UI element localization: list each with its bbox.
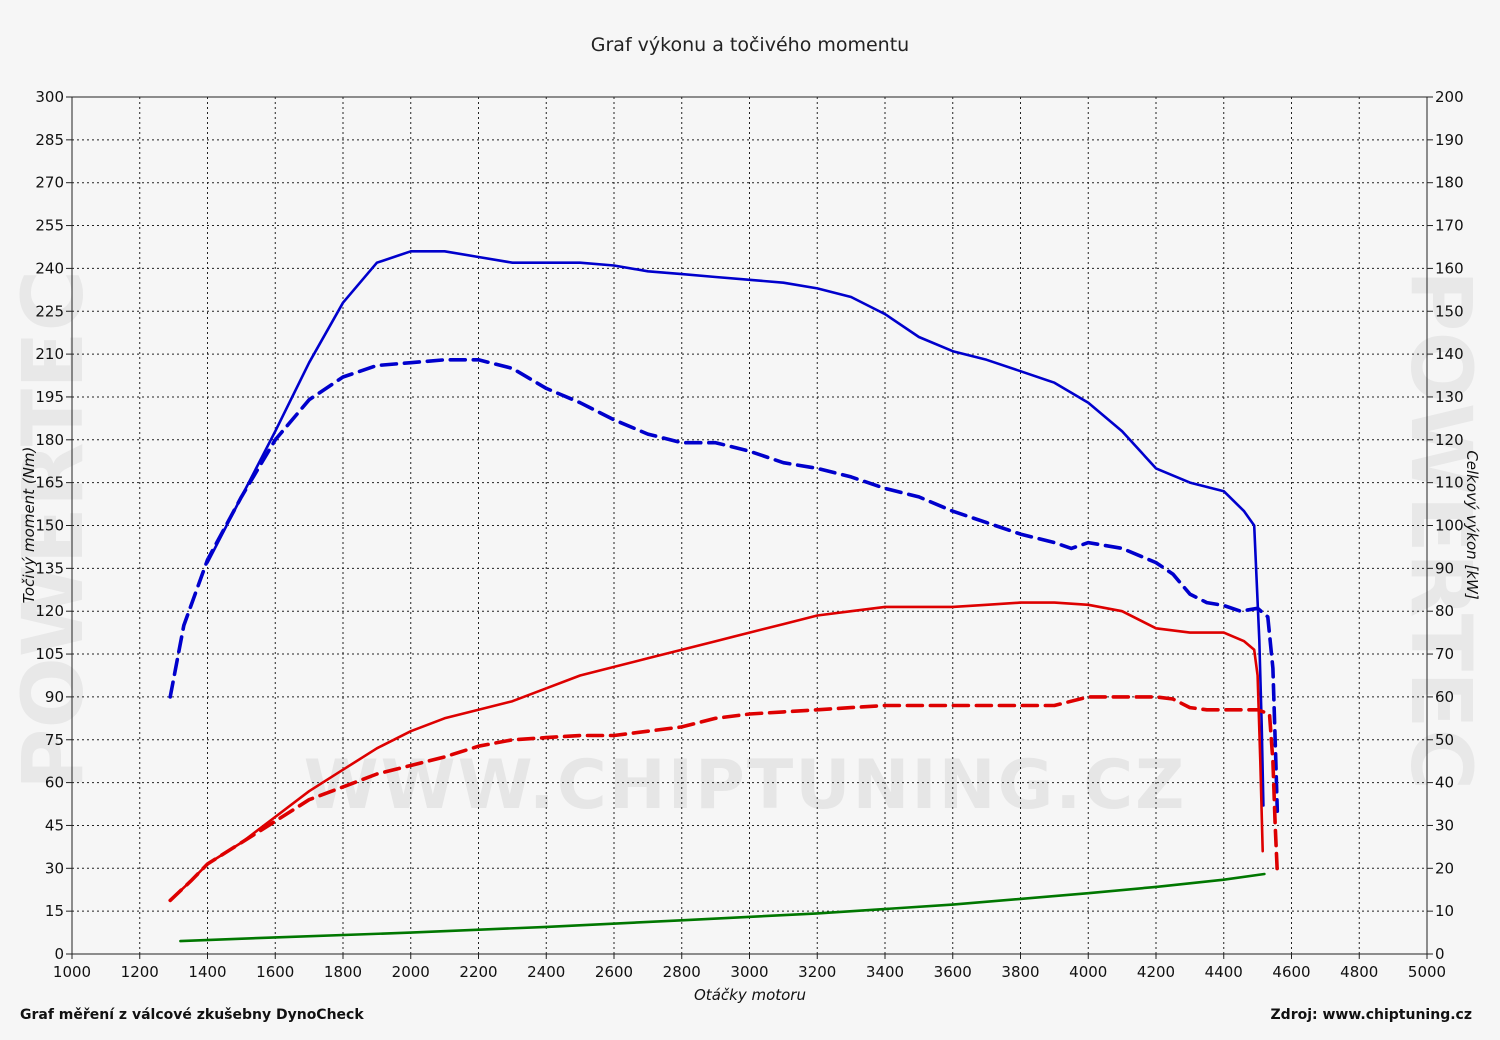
y-right-tick-label: 110 bbox=[1435, 474, 1464, 492]
y-right-tick-label: 160 bbox=[1435, 259, 1464, 277]
y-left-tick-label: 120 bbox=[35, 602, 64, 620]
y-right-tick-label: 190 bbox=[1435, 131, 1464, 149]
y-axis-left-label: Točivý moment (Nm) bbox=[20, 447, 38, 604]
y-left-tick-label: 90 bbox=[45, 688, 64, 706]
y-left-tick-label: 255 bbox=[35, 217, 64, 235]
y-left-tick-label: 60 bbox=[45, 774, 64, 792]
x-tick-label: 4600 bbox=[1272, 963, 1310, 981]
x-tick-label: 1600 bbox=[256, 963, 294, 981]
y-left-tick-label: 150 bbox=[35, 517, 64, 535]
x-axis-label: Otáčky motoru bbox=[694, 986, 806, 1004]
x-tick-label: 5000 bbox=[1408, 963, 1446, 981]
x-tick-label: 1200 bbox=[121, 963, 159, 981]
x-tick-label: 1800 bbox=[324, 963, 362, 981]
x-tick-label: 3000 bbox=[730, 963, 768, 981]
series-line-2 bbox=[168, 601, 1264, 902]
y-right-tick-label: 40 bbox=[1435, 774, 1454, 792]
axis-ticks: 1000 1200 1400 1600 1800 2000 2200 2400 2600 2800… bbox=[35, 88, 1463, 981]
y-right-tick-label: 20 bbox=[1435, 859, 1454, 877]
y-right-tick-label: 200 bbox=[1435, 88, 1464, 106]
y-right-tick-label: 10 bbox=[1435, 902, 1454, 920]
footer-website: Zdroj: www.chiptuning.cz bbox=[1271, 1007, 1472, 1023]
y-left-tick-label: 270 bbox=[35, 174, 64, 192]
x-tick-label: 2400 bbox=[527, 963, 565, 981]
series-line-1 bbox=[168, 357, 1280, 814]
x-tick-label: 3600 bbox=[934, 963, 972, 981]
y-left-tick-label: 75 bbox=[45, 731, 64, 749]
y-left-tick-label: 180 bbox=[35, 431, 64, 449]
x-tick-label: 2200 bbox=[459, 963, 497, 981]
y-left-tick-label: 45 bbox=[45, 816, 64, 834]
y-axis-right-label: Celkový výkon [kW] bbox=[1463, 450, 1481, 600]
series-line-4 bbox=[179, 872, 1266, 943]
y-left-tick-label: 210 bbox=[35, 345, 64, 363]
y-right-tick-label: 50 bbox=[1435, 731, 1454, 749]
x-tick-label: 4800 bbox=[1340, 963, 1378, 981]
y-right-tick-label: 30 bbox=[1435, 816, 1454, 834]
y-right-tick-label: 170 bbox=[1435, 217, 1464, 235]
x-tick-label: 1000 bbox=[53, 963, 91, 981]
watermark-center: WWW.CHIPTUNING.CZ bbox=[304, 746, 1187, 825]
y-left-tick-label: 30 bbox=[45, 859, 64, 877]
y-right-tick-label: 60 bbox=[1435, 688, 1454, 706]
y-left-tick-label: 195 bbox=[35, 388, 64, 406]
x-tick-label: 4200 bbox=[1137, 963, 1175, 981]
x-tick-label: 4400 bbox=[1205, 963, 1243, 981]
x-tick-label: 2800 bbox=[663, 963, 701, 981]
y-left-tick-label: 165 bbox=[35, 474, 64, 492]
y-left-tick-label: 300 bbox=[35, 88, 64, 106]
y-left-tick-label: 135 bbox=[35, 559, 64, 577]
chart-title: Graf výkonu a točivého momentu bbox=[591, 34, 909, 56]
watermark-side-left: POWERTEC bbox=[4, 270, 102, 790]
x-tick-label: 2000 bbox=[392, 963, 430, 981]
y-right-tick-label: 0 bbox=[1435, 945, 1445, 963]
x-tick-label: 4000 bbox=[1069, 963, 1107, 981]
y-left-tick-label: 285 bbox=[35, 131, 64, 149]
grid bbox=[72, 97, 1427, 954]
y-left-tick-label: 105 bbox=[35, 645, 64, 663]
y-right-tick-label: 100 bbox=[1435, 517, 1464, 535]
y-right-tick-label: 90 bbox=[1435, 559, 1454, 577]
series-line-0 bbox=[206, 250, 1265, 807]
x-tick-label: 3800 bbox=[1001, 963, 1039, 981]
y-left-tick-label: 0 bbox=[54, 945, 64, 963]
y-right-tick-label: 130 bbox=[1435, 388, 1464, 406]
x-tick-label: 2600 bbox=[595, 963, 633, 981]
y-right-tick-label: 70 bbox=[1435, 645, 1454, 663]
y-left-tick-label: 240 bbox=[35, 259, 64, 277]
y-right-tick-label: 180 bbox=[1435, 174, 1464, 192]
y-right-tick-label: 150 bbox=[1435, 302, 1464, 320]
footer-source-note: Graf měření z válcové zkušebny DynoCheck bbox=[20, 1007, 364, 1023]
x-tick-label: 3400 bbox=[866, 963, 904, 981]
y-left-tick-label: 15 bbox=[45, 902, 64, 920]
y-left-tick-label: 225 bbox=[35, 302, 64, 320]
series-layer bbox=[168, 250, 1280, 943]
x-tick-label: 1400 bbox=[188, 963, 226, 981]
y-right-tick-label: 120 bbox=[1435, 431, 1464, 449]
watermark-side-right: POWERTEC bbox=[1392, 270, 1490, 790]
y-right-tick-label: 80 bbox=[1435, 602, 1454, 620]
series-line-3 bbox=[168, 695, 1280, 903]
y-right-tick-label: 140 bbox=[1435, 345, 1464, 363]
x-tick-label: 3200 bbox=[798, 963, 836, 981]
